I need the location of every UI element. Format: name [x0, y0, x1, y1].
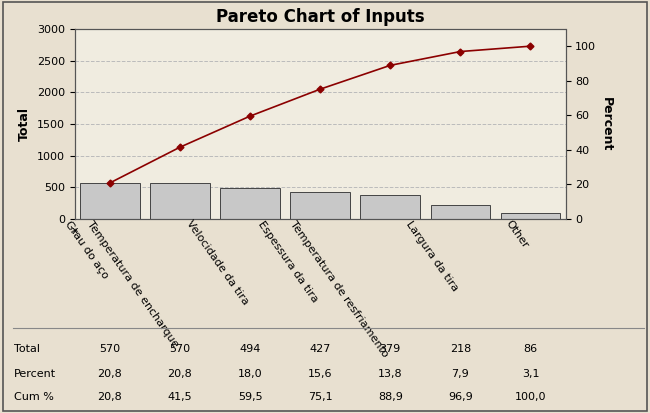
- Text: 18,0: 18,0: [238, 368, 263, 379]
- Bar: [500, 214, 560, 219]
- Text: Espessura da tira: Espessura da tira: [257, 219, 320, 304]
- Text: x: x: [72, 226, 78, 237]
- Text: Percent: Percent: [14, 368, 57, 379]
- Bar: [430, 205, 490, 219]
- Text: 75,1: 75,1: [308, 392, 332, 402]
- Text: 20,8: 20,8: [168, 368, 192, 379]
- Text: 59,5: 59,5: [238, 392, 263, 402]
- Y-axis label: Percent: Percent: [600, 97, 613, 151]
- Text: Temperatura de encharque: Temperatura de encharque: [84, 219, 180, 349]
- Title: Pareto Chart of Inputs: Pareto Chart of Inputs: [216, 8, 424, 26]
- Text: 427: 427: [309, 344, 331, 354]
- Bar: [220, 188, 280, 219]
- Text: 570: 570: [99, 344, 120, 354]
- Text: 15,6: 15,6: [308, 368, 332, 379]
- Text: 20,8: 20,8: [98, 392, 122, 402]
- Text: 96,9: 96,9: [448, 392, 473, 402]
- Text: 494: 494: [239, 344, 261, 354]
- Text: 100,0: 100,0: [515, 392, 546, 402]
- Text: 86: 86: [523, 344, 538, 354]
- Text: Other: Other: [504, 219, 530, 251]
- Text: Largura da tira: Largura da tira: [404, 219, 460, 293]
- Text: 218: 218: [450, 344, 471, 354]
- Text: Velocidade da tira: Velocidade da tira: [184, 219, 250, 307]
- Text: Total: Total: [14, 344, 40, 354]
- Text: 570: 570: [170, 344, 190, 354]
- Text: 3,1: 3,1: [522, 368, 540, 379]
- Text: 379: 379: [380, 344, 401, 354]
- Bar: [291, 192, 350, 219]
- Y-axis label: Total: Total: [18, 107, 31, 141]
- Text: Cum %: Cum %: [14, 392, 54, 402]
- Text: 13,8: 13,8: [378, 368, 402, 379]
- Text: 88,9: 88,9: [378, 392, 402, 402]
- Bar: [361, 195, 420, 219]
- Text: 20,8: 20,8: [98, 368, 122, 379]
- Bar: [150, 183, 210, 219]
- Text: 7,9: 7,9: [452, 368, 469, 379]
- Bar: [80, 183, 140, 219]
- Text: Temperatura de resfriamento: Temperatura de resfriamento: [288, 219, 390, 358]
- Text: 41,5: 41,5: [168, 392, 192, 402]
- Text: Grau do aço: Grau do aço: [62, 219, 110, 280]
